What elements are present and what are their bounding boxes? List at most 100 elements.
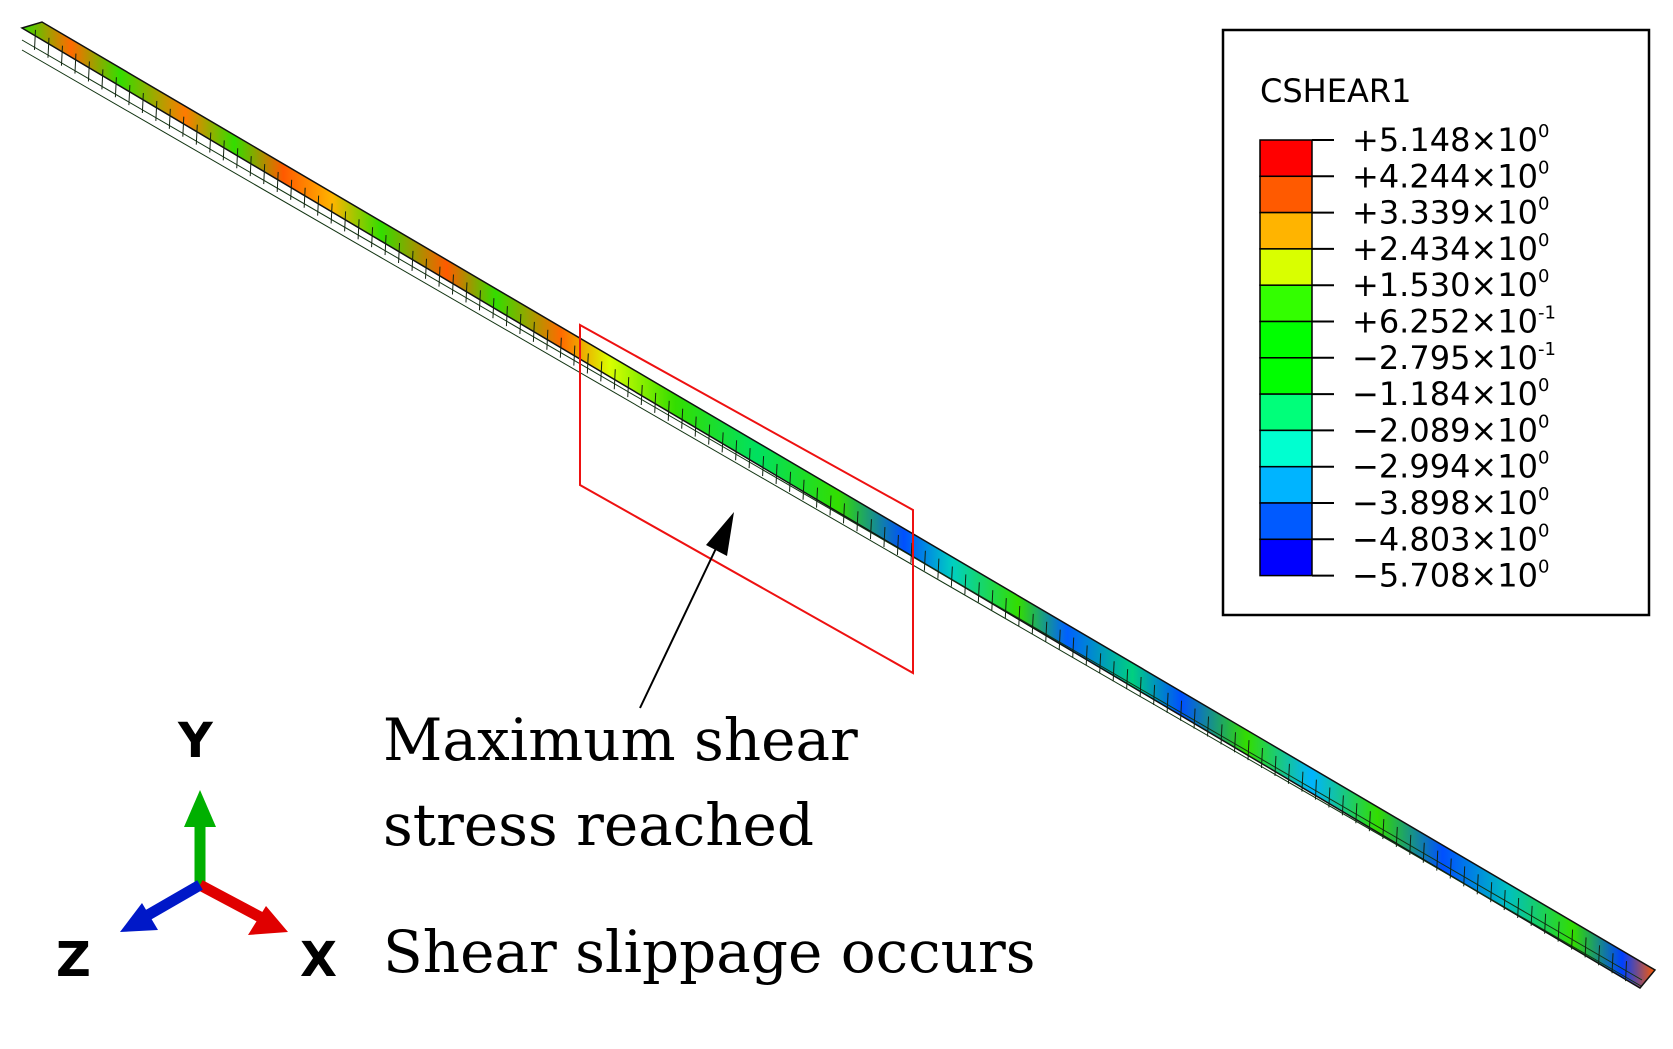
mesh-line [694, 416, 697, 437]
mesh-line [1274, 755, 1277, 776]
mesh-line [1099, 653, 1102, 674]
legend-label: −2.089×100 [1352, 411, 1549, 449]
mesh-line [290, 179, 293, 200]
mesh-line [74, 53, 77, 74]
mesh-line [1139, 676, 1142, 698]
mesh-line [1234, 732, 1236, 753]
mesh-line [317, 195, 320, 216]
mesh-line [1301, 771, 1304, 792]
legend-swatch [1259, 211, 1313, 250]
mesh-line [1598, 945, 1601, 966]
annotation-arrow [639, 512, 734, 709]
mesh-line [128, 85, 131, 106]
mesh-line [1247, 740, 1250, 761]
mesh-line [735, 440, 738, 461]
legend-swatch [1259, 429, 1313, 468]
mesh-line [1463, 866, 1466, 887]
mesh-line [492, 298, 495, 319]
mesh-line [586, 353, 589, 374]
mesh-line [573, 345, 576, 366]
mesh-line [667, 400, 670, 421]
beam-edge [21, 49, 1642, 987]
max-shear-label-line2: stress reached [383, 791, 814, 859]
legend-label: −4.803×100 [1352, 520, 1549, 558]
legend-label: −3.898×100 [1352, 484, 1549, 522]
beam-model [20, 21, 1657, 989]
y-axis-arrow [184, 790, 216, 827]
mesh-line [829, 495, 832, 516]
y-axis-label: Y [177, 713, 214, 769]
legend-label: +1.530×100 [1352, 266, 1549, 304]
mesh-line [1180, 700, 1183, 721]
mesh-line [748, 448, 751, 469]
axis-triad: Y X Z [56, 713, 337, 988]
mesh-line [640, 384, 643, 406]
mesh-line [1571, 929, 1574, 950]
mesh-line [114, 77, 117, 98]
mesh-line [896, 534, 899, 555]
beam-edge [21, 39, 1643, 981]
mesh-line [977, 582, 980, 603]
mesh-line [47, 37, 50, 58]
x-axis-label: X [300, 932, 337, 988]
z-axis-arrow [120, 903, 158, 932]
slippage-label: Shear slippage occurs [383, 918, 1035, 986]
mesh-line [1476, 874, 1479, 895]
mesh-line [923, 550, 926, 571]
mesh-line [357, 219, 360, 240]
mesh-line [1449, 858, 1452, 879]
mesh-line [478, 290, 481, 311]
legend-colorbar [1259, 139, 1313, 577]
mesh-line [1193, 708, 1196, 729]
mesh-line [1557, 921, 1560, 942]
mesh-line [950, 566, 953, 587]
mesh-line [505, 306, 508, 327]
legend-swatch [1259, 284, 1313, 323]
mesh-line [276, 171, 279, 192]
mesh-line [1072, 637, 1075, 658]
mesh-line [910, 542, 913, 563]
legend-swatch [1259, 248, 1313, 286]
mesh-line [1126, 669, 1129, 690]
legend-swatch [1259, 139, 1313, 178]
mesh-line [1018, 605, 1021, 627]
legend-swatch [1259, 175, 1313, 214]
mesh-line [721, 432, 724, 453]
mesh-line [1503, 890, 1506, 911]
mesh-line [762, 456, 765, 477]
mesh-line [1355, 803, 1358, 824]
mesh-line [1004, 598, 1007, 619]
mesh-line [330, 203, 333, 224]
mesh-line [87, 61, 90, 82]
beam-body [20, 21, 1657, 989]
mesh-line [681, 408, 684, 429]
mesh-line [1395, 826, 1398, 847]
mesh-line [1625, 961, 1628, 982]
mesh-line [465, 282, 468, 303]
mesh-line [546, 329, 549, 350]
x-axis-arrow [248, 906, 288, 935]
mesh-line [411, 250, 414, 271]
legend-label: −2.994×100 [1352, 448, 1549, 486]
legend-swatch [1259, 357, 1313, 395]
mesh-line [33, 29, 36, 50]
mesh-line [1422, 842, 1425, 863]
mesh-line [869, 519, 872, 540]
mesh-line [303, 187, 306, 208]
mesh-line [249, 156, 252, 177]
mesh-line [964, 574, 967, 595]
max-shear-label-line1: Maximum shear [383, 706, 858, 774]
mesh-line [1058, 629, 1061, 650]
mesh-line [425, 258, 427, 279]
mesh-line [1287, 763, 1290, 784]
mesh-line [519, 313, 522, 335]
mesh-line [1260, 748, 1263, 769]
mesh-line [1490, 882, 1493, 903]
mesh-line [398, 242, 401, 263]
mesh-line [1584, 937, 1587, 958]
mesh-line [263, 164, 266, 185]
mesh-line [1544, 913, 1547, 934]
mesh-line [883, 527, 886, 548]
mesh-line [1207, 716, 1210, 737]
